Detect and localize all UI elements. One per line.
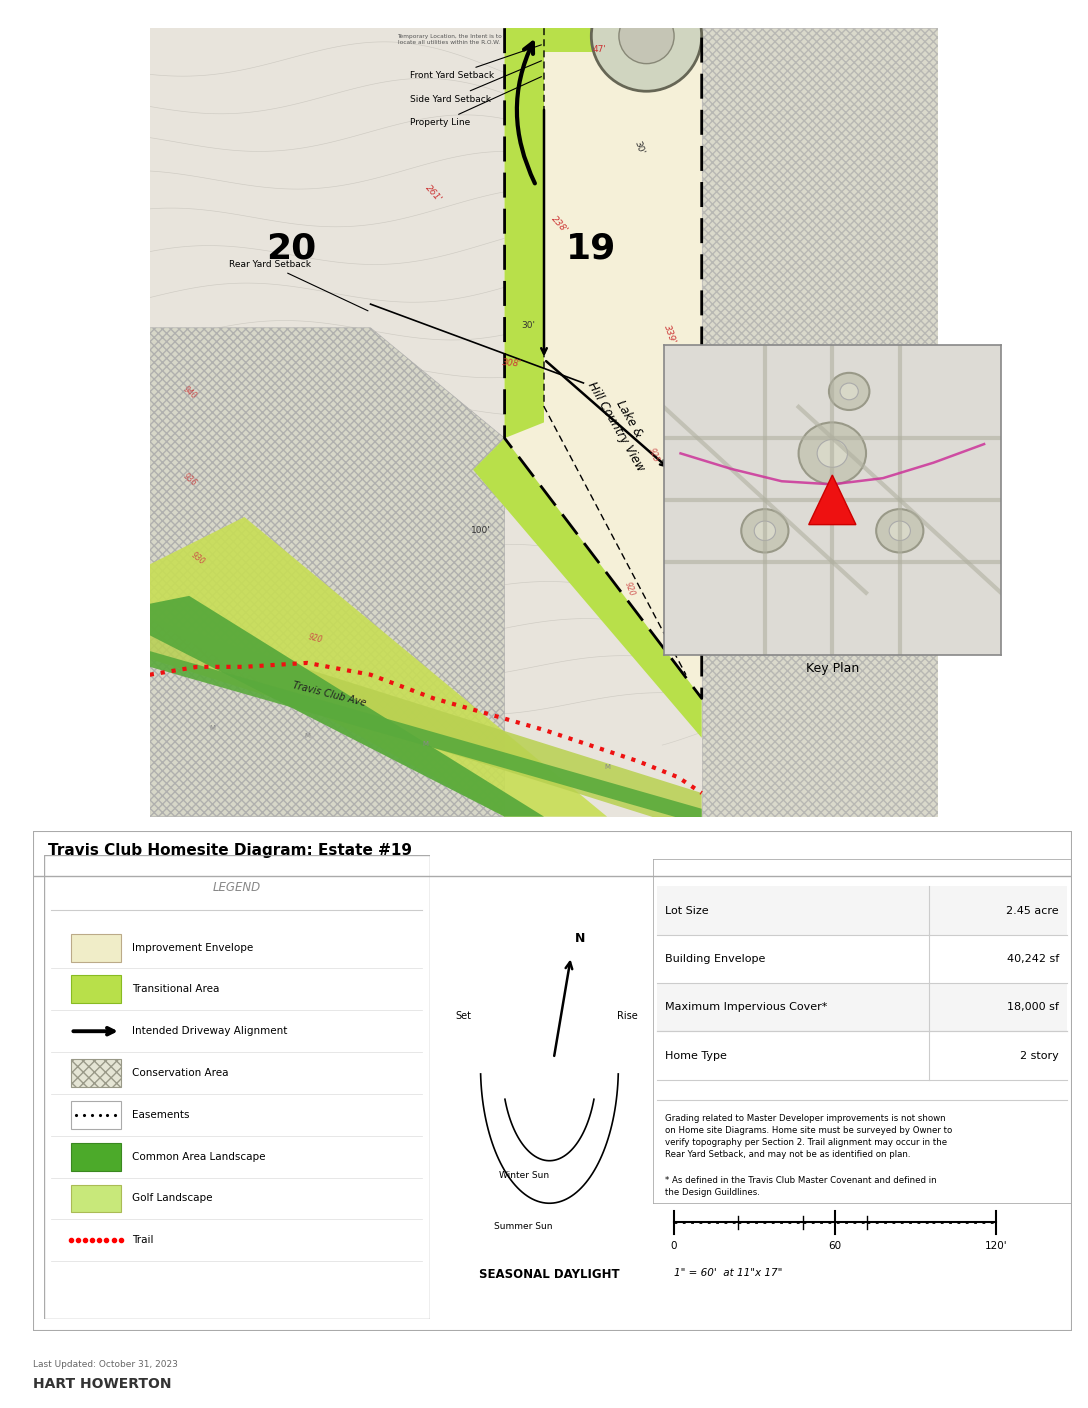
Text: M: M bbox=[604, 765, 610, 770]
Text: 261': 261' bbox=[423, 183, 444, 204]
Text: Property Line: Property Line bbox=[410, 76, 542, 127]
Polygon shape bbox=[150, 328, 505, 817]
Text: Key Plan: Key Plan bbox=[806, 662, 858, 674]
Text: Transitional Area: Transitional Area bbox=[133, 984, 220, 994]
Text: M: M bbox=[305, 732, 310, 739]
Text: 20: 20 bbox=[267, 232, 317, 266]
Polygon shape bbox=[544, 28, 702, 52]
Bar bbox=[657, 887, 1067, 935]
Circle shape bbox=[619, 8, 675, 63]
Circle shape bbox=[741, 510, 789, 552]
Text: 308': 308' bbox=[503, 359, 522, 369]
Polygon shape bbox=[150, 517, 607, 817]
Circle shape bbox=[799, 422, 866, 484]
Circle shape bbox=[754, 521, 776, 541]
Text: Travis Club Homesite Diagram: Estate #19: Travis Club Homesite Diagram: Estate #19 bbox=[48, 843, 412, 859]
Polygon shape bbox=[505, 28, 544, 438]
Text: Lake &
Hill Country View: Lake & Hill Country View bbox=[585, 372, 660, 473]
Polygon shape bbox=[808, 474, 856, 525]
Text: Easements: Easements bbox=[133, 1110, 189, 1119]
Text: 940: 940 bbox=[182, 384, 198, 401]
Text: Front Yard Setback: Front Yard Setback bbox=[410, 45, 542, 80]
Text: 925: 925 bbox=[646, 446, 660, 463]
Bar bbox=[657, 983, 1067, 1031]
Text: 339': 339' bbox=[663, 324, 678, 345]
Text: M: M bbox=[210, 725, 215, 731]
Text: Set: Set bbox=[455, 1011, 471, 1021]
Text: Rise: Rise bbox=[617, 1011, 638, 1021]
Text: Trail: Trail bbox=[133, 1235, 153, 1245]
Text: Common Area Landscape: Common Area Landscape bbox=[133, 1152, 265, 1162]
Polygon shape bbox=[150, 620, 702, 832]
Text: 238': 238' bbox=[549, 214, 570, 235]
Text: 920: 920 bbox=[308, 632, 324, 645]
Text: 60: 60 bbox=[828, 1240, 842, 1250]
Text: Conservation Area: Conservation Area bbox=[133, 1069, 228, 1079]
Text: Improvement Envelope: Improvement Envelope bbox=[133, 942, 254, 953]
Text: Building Envelope: Building Envelope bbox=[666, 953, 766, 964]
Text: Summer Sun: Summer Sun bbox=[494, 1222, 553, 1231]
Text: N: N bbox=[576, 932, 585, 945]
Text: 936: 936 bbox=[182, 472, 198, 487]
Text: 0: 0 bbox=[670, 1240, 677, 1250]
Text: HART HOWERTON: HART HOWERTON bbox=[33, 1377, 171, 1391]
Bar bbox=[71, 1184, 121, 1212]
Circle shape bbox=[591, 0, 702, 92]
Text: 2 story: 2 story bbox=[1021, 1050, 1059, 1060]
Circle shape bbox=[840, 383, 858, 400]
Text: 18,000 sf: 18,000 sf bbox=[1007, 1002, 1059, 1012]
Text: Grading related to Master Developer improvements is not shown
on Home site Diagr: Grading related to Master Developer impr… bbox=[666, 1114, 953, 1159]
Bar bbox=[657, 935, 1067, 983]
Circle shape bbox=[829, 373, 869, 410]
Text: Travis Club Ave: Travis Club Ave bbox=[292, 680, 368, 708]
Text: 930: 930 bbox=[189, 551, 207, 566]
Text: Home Type: Home Type bbox=[666, 1050, 727, 1060]
Text: Maximum Impervious Cover*: Maximum Impervious Cover* bbox=[666, 1002, 828, 1012]
Text: 47': 47' bbox=[592, 45, 606, 54]
Polygon shape bbox=[150, 28, 938, 817]
Bar bbox=[71, 1059, 121, 1087]
Circle shape bbox=[889, 521, 911, 541]
Text: 403': 403' bbox=[670, 521, 685, 542]
Text: Rear Yard Setback: Rear Yard Setback bbox=[228, 260, 368, 311]
Text: Intended Driveway Alignment: Intended Driveway Alignment bbox=[133, 1026, 287, 1036]
Text: Winter Sun: Winter Sun bbox=[498, 1170, 548, 1180]
Bar bbox=[71, 1101, 121, 1129]
Polygon shape bbox=[505, 28, 702, 698]
Polygon shape bbox=[473, 438, 702, 738]
Text: 920: 920 bbox=[622, 582, 636, 598]
Text: 1" = 60'  at 11"x 17": 1" = 60' at 11"x 17" bbox=[673, 1269, 782, 1278]
Text: Last Updated: October 31, 2023: Last Updated: October 31, 2023 bbox=[33, 1360, 177, 1369]
Text: 100': 100' bbox=[471, 525, 491, 535]
Text: 30': 30' bbox=[679, 518, 693, 535]
Text: 30': 30' bbox=[632, 139, 645, 156]
Circle shape bbox=[817, 439, 848, 467]
Text: SEASONAL DAYLIGHT: SEASONAL DAYLIGHT bbox=[479, 1269, 620, 1281]
Text: LEGEND: LEGEND bbox=[212, 880, 261, 894]
Bar bbox=[71, 976, 121, 1004]
Bar bbox=[71, 1143, 121, 1170]
Text: 120': 120' bbox=[985, 1240, 1007, 1250]
Polygon shape bbox=[150, 650, 702, 825]
Text: 40,242 sf: 40,242 sf bbox=[1006, 953, 1059, 964]
Text: 2.45 acre: 2.45 acre bbox=[1006, 905, 1059, 915]
Bar bbox=[657, 1031, 1067, 1080]
Polygon shape bbox=[702, 28, 938, 817]
Text: * As defined in the Travis Club Master Covenant and defined in
the Design Guildl: * As defined in the Travis Club Master C… bbox=[666, 1176, 937, 1197]
Polygon shape bbox=[505, 28, 544, 52]
Text: 19: 19 bbox=[566, 232, 617, 266]
Text: Golf Landscape: Golf Landscape bbox=[133, 1194, 213, 1204]
Text: Lot Size: Lot Size bbox=[666, 905, 709, 915]
Text: M: M bbox=[423, 741, 429, 746]
Circle shape bbox=[876, 510, 924, 552]
Text: Temporary Location, the Intent is to
locate all utilities within the R.O.W.: Temporary Location, the Intent is to loc… bbox=[397, 34, 502, 45]
Polygon shape bbox=[150, 596, 544, 817]
Text: 30': 30' bbox=[521, 321, 535, 329]
Text: Side Yard Setback: Side Yard Setback bbox=[410, 61, 542, 104]
Bar bbox=[71, 934, 121, 962]
